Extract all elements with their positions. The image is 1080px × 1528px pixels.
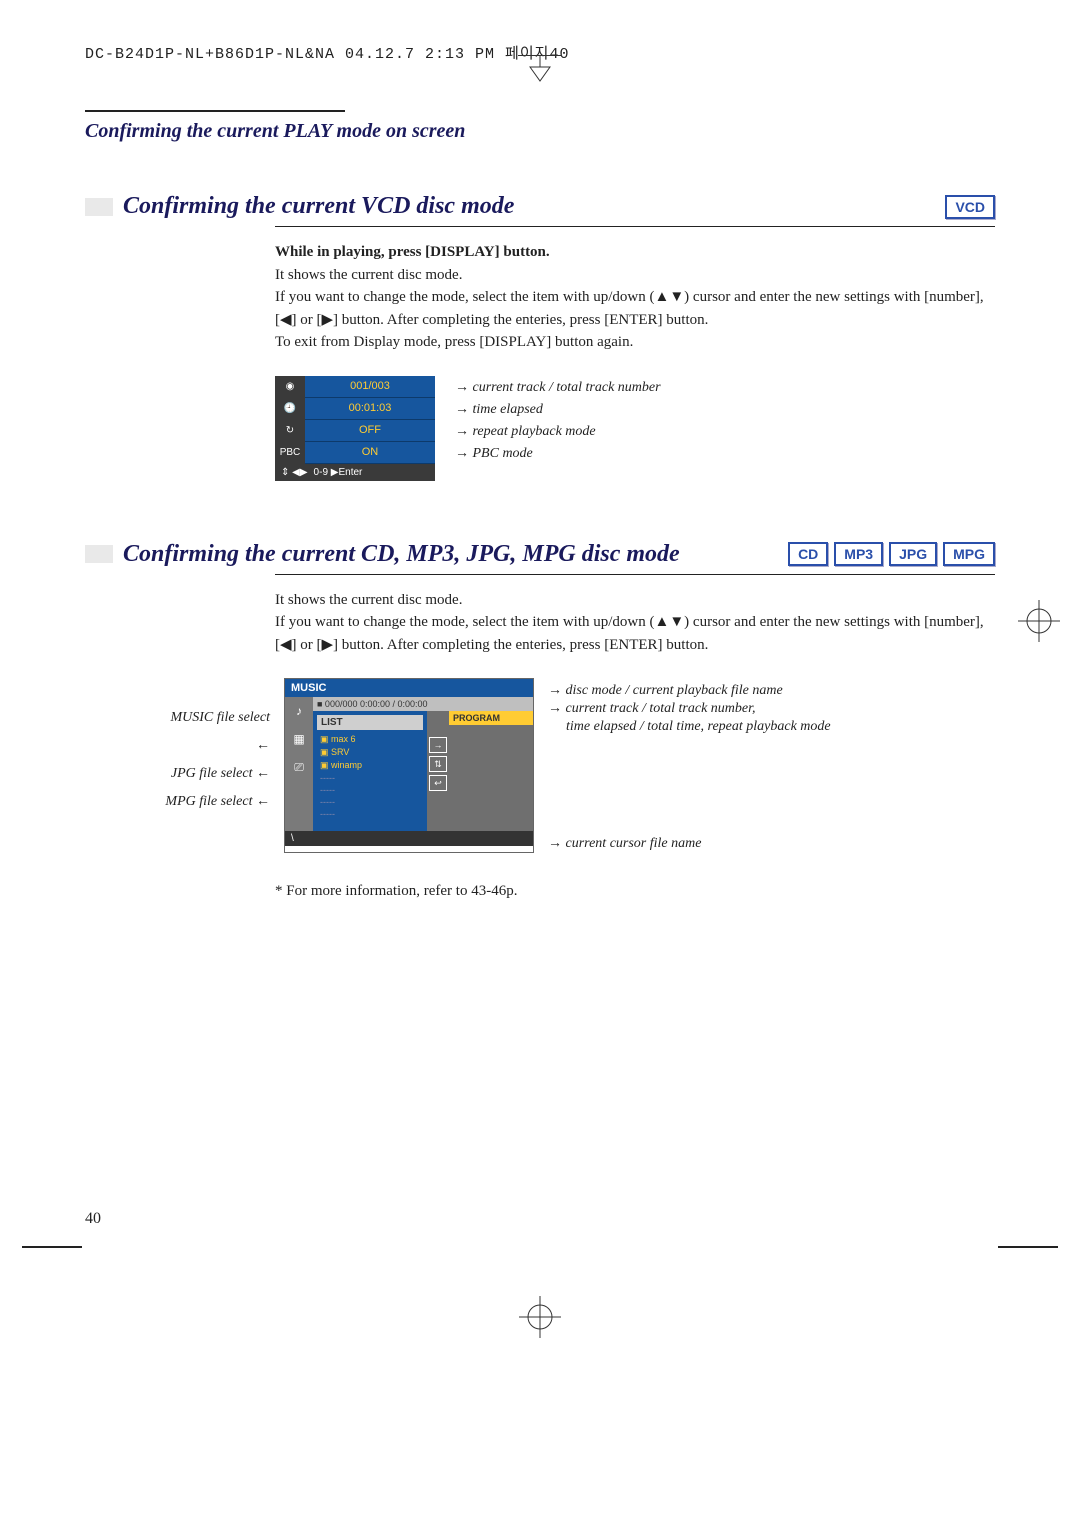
- return-icon: ↩: [429, 775, 447, 791]
- mpg-icon: ⎚: [285, 753, 313, 781]
- top-rule: [85, 110, 345, 112]
- list-item: ▣ SRV: [317, 746, 423, 759]
- registration-mark-icon: [1018, 600, 1060, 642]
- music-list: LIST ▣ max 6 ▣ SRV ▣ winamp ----- ----- …: [313, 711, 427, 831]
- music-left-labels: MUSIC file select JPG file select MPG fi…: [155, 678, 270, 853]
- list-item: ▣ max 6: [317, 733, 423, 746]
- badge-mpg: MPG: [943, 542, 995, 566]
- list-item: -----: [317, 784, 423, 796]
- list-item: ▣ winamp: [317, 759, 423, 772]
- footnote: * For more information, refer to 43-46p.: [275, 883, 995, 900]
- section-lead: [85, 198, 113, 216]
- vcd-osd-panel: ◉001/003 🕘00:01:03 ↻OFF PBCON ⇕ ◀▶ 0-9 ▶…: [275, 376, 435, 481]
- music-transfer-buttons: → ⇅ ↩: [427, 711, 449, 831]
- crop-mark-top: [500, 55, 580, 85]
- list-item: -----: [317, 796, 423, 808]
- list-item: -----: [317, 772, 423, 784]
- badge-mp3: MP3: [834, 542, 883, 566]
- badge-cd: CD: [788, 542, 828, 566]
- jpg-icon: ▦: [285, 725, 313, 753]
- crop-line: [998, 1246, 1058, 1248]
- music-sidebar: ♪ ▦ ⎚: [285, 697, 313, 831]
- section2-title: Confirming the current CD, MP3, JPG, MPG…: [123, 541, 788, 568]
- print-header: DC-B24D1P-NL+B86D1P-NL&NA 04.12.7 2:13 P…: [85, 42, 569, 63]
- crop-line: [22, 1246, 82, 1248]
- registration-mark-icon: [519, 1296, 561, 1338]
- music-program: PROGRAM: [449, 711, 533, 831]
- music-cursor-line: \: [285, 831, 533, 846]
- badge-jpg: JPG: [889, 542, 937, 566]
- section1-title: Confirming the current VCD disc mode: [123, 193, 945, 220]
- list-item: -----: [317, 808, 423, 820]
- osd-footer: ⇕ ◀▶ 0-9 ▶Enter: [275, 464, 435, 481]
- pbc-label: PBC: [275, 442, 305, 464]
- music-title: MUSIC: [285, 679, 533, 697]
- repeat-icon: ↻: [275, 420, 305, 442]
- badge-vcd: VCD: [945, 195, 995, 219]
- section2-rule: [275, 574, 995, 575]
- osd-annotations: → current track / total track number → t…: [455, 376, 661, 481]
- section2-body: It shows the current disc mode. If you w…: [275, 589, 995, 657]
- music-icon: ♪: [285, 697, 313, 725]
- nav-arrows-icon: ⇕ ◀▶: [281, 467, 308, 478]
- music-right-annot: → disc mode / current playback file name…: [548, 678, 831, 853]
- page-title: Confirming the current PLAY mode on scre…: [85, 120, 995, 143]
- music-osd-panel: MUSIC ♪ ▦ ⎚ ■ 000/000 0:00:00 / 0:00:00 …: [284, 678, 534, 853]
- section1-body: While in playing, press [DISPLAY] button…: [275, 241, 995, 354]
- sort-icon: ⇅: [429, 756, 447, 772]
- disc-icon: ◉: [275, 376, 305, 398]
- music-status: ■ 000/000 0:00:00 / 0:00:00: [313, 697, 533, 711]
- arrow-right-icon: →: [429, 737, 447, 753]
- section-lead: [85, 545, 113, 563]
- page-number: 40: [85, 1210, 101, 1228]
- section1-rule: [275, 226, 995, 227]
- clock-icon: 🕘: [275, 398, 305, 420]
